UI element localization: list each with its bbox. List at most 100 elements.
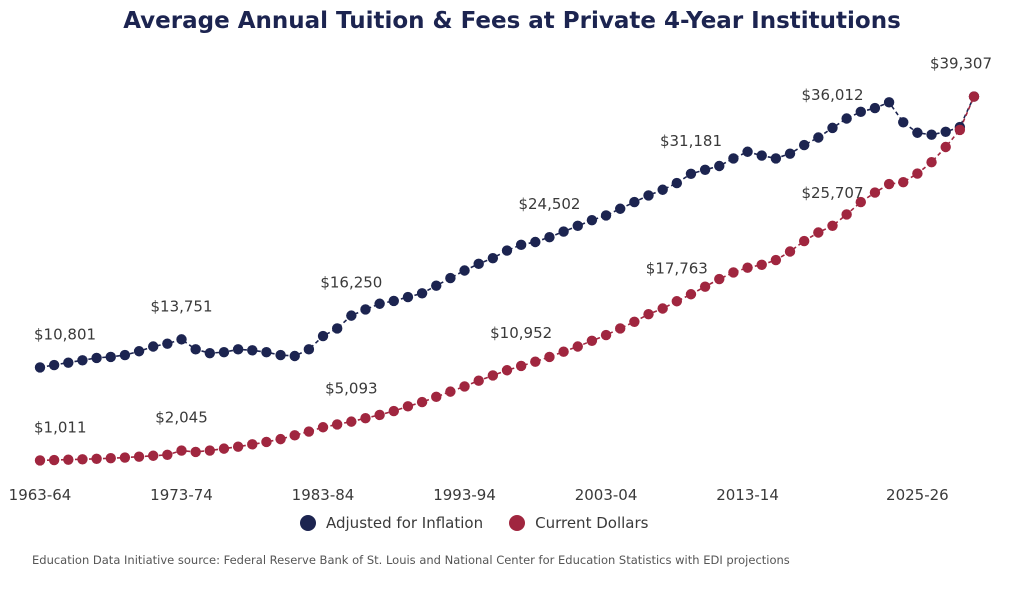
series-1-point-0 bbox=[34, 455, 46, 466]
data-label: $39,307 bbox=[930, 55, 992, 73]
series-1-point-13 bbox=[218, 443, 230, 454]
series-1-point-51 bbox=[756, 259, 767, 270]
legend-item-inflation: Adjusted for Inflation bbox=[300, 514, 483, 532]
data-label: $1,011 bbox=[34, 418, 87, 436]
series-1-point-33 bbox=[501, 365, 513, 376]
series-0-point-4 bbox=[91, 352, 102, 364]
series-1-point-55 bbox=[813, 227, 824, 238]
series-0-point-13 bbox=[218, 347, 230, 358]
series-0-point-15 bbox=[247, 345, 258, 356]
series-0-point-25 bbox=[388, 295, 399, 307]
series-0-point-53 bbox=[784, 148, 796, 159]
series-0-point-55 bbox=[813, 132, 824, 143]
series-0-point-61 bbox=[898, 117, 909, 128]
series-1-point-25 bbox=[388, 405, 399, 417]
x-tick-label: 2003-04 bbox=[575, 486, 638, 504]
series-0-point-56 bbox=[827, 122, 838, 134]
series-1-point-11 bbox=[190, 446, 201, 458]
series-1-point-46 bbox=[685, 289, 697, 300]
series-1-point-9 bbox=[162, 449, 173, 460]
series-0-point-52 bbox=[770, 153, 782, 164]
series-0-point-3 bbox=[77, 355, 88, 366]
series-0-point-2 bbox=[63, 357, 74, 368]
series-1-point-12 bbox=[204, 445, 216, 456]
series-1-point-10 bbox=[176, 445, 187, 456]
legend-marker-current bbox=[509, 515, 526, 531]
series-1-point-42 bbox=[629, 316, 640, 327]
series-0-point-42 bbox=[629, 196, 640, 208]
data-label: $2,045 bbox=[155, 409, 208, 427]
series-0-point-40 bbox=[600, 210, 612, 221]
series-0-point-49 bbox=[728, 153, 739, 164]
series-0-point-64 bbox=[940, 126, 951, 137]
series-1-point-18 bbox=[289, 430, 300, 441]
series-0-point-29 bbox=[445, 272, 456, 284]
source-note: Education Data Initiative source: Federa… bbox=[32, 553, 790, 567]
series-1-point-24 bbox=[374, 409, 385, 421]
series-0-point-12 bbox=[204, 347, 216, 359]
series-0-point-46 bbox=[685, 168, 697, 179]
x-tick-label: 1993-94 bbox=[433, 486, 496, 504]
series-1-point-36 bbox=[544, 351, 555, 363]
series-0-point-50 bbox=[742, 146, 753, 157]
series-1-point-64 bbox=[940, 141, 951, 153]
series-0-point-18 bbox=[289, 350, 300, 362]
series-0-point-41 bbox=[615, 203, 626, 214]
data-label: $10,952 bbox=[490, 324, 552, 342]
series-1-point-3 bbox=[77, 454, 88, 465]
series-1-point-26 bbox=[402, 401, 414, 412]
series-0-point-43 bbox=[643, 190, 654, 201]
series-1-point-17 bbox=[275, 433, 286, 445]
data-label: $13,751 bbox=[150, 297, 212, 315]
series-0-point-28 bbox=[431, 280, 442, 291]
series-0-point-14 bbox=[232, 344, 244, 355]
data-label: $17,763 bbox=[646, 259, 708, 277]
series-1-point-21 bbox=[331, 419, 343, 430]
x-tick-label: 2025-26 bbox=[886, 486, 949, 504]
legend-label-inflation: Adjusted for Inflation bbox=[326, 514, 484, 532]
series-1-point-41 bbox=[615, 323, 626, 334]
series-1-point-54 bbox=[798, 235, 810, 247]
series-0-point-45 bbox=[671, 177, 683, 189]
series-0-point-16 bbox=[261, 347, 272, 358]
series-0-point-63 bbox=[926, 129, 937, 140]
series-0-point-10 bbox=[176, 334, 187, 345]
series-1-point-34 bbox=[515, 360, 527, 372]
series-1-point-31 bbox=[473, 375, 484, 386]
series-0-point-27 bbox=[416, 288, 428, 299]
series-1-point-47 bbox=[699, 281, 711, 292]
legend-item-current: Current Dollars bbox=[509, 514, 648, 532]
series-0-point-22 bbox=[346, 310, 357, 321]
data-label: $36,012 bbox=[801, 86, 863, 104]
series-0-point-26 bbox=[402, 291, 414, 303]
series-0-point-44 bbox=[657, 184, 668, 195]
legend-label-current: Current Dollars bbox=[535, 514, 649, 532]
series-1-point-59 bbox=[869, 187, 881, 198]
chart-legend: Adjusted for Inflation Current Dollars bbox=[300, 514, 648, 532]
series-1-point-57 bbox=[841, 209, 852, 220]
series-1-point-8 bbox=[148, 450, 159, 461]
series-0-point-34 bbox=[515, 239, 527, 251]
series-1-point-52 bbox=[770, 254, 782, 266]
series-0-point-30 bbox=[459, 265, 470, 276]
series-1-point-2 bbox=[63, 454, 74, 465]
series-1-point-40 bbox=[600, 329, 612, 341]
x-tick-label: 1963-64 bbox=[9, 486, 72, 504]
series-0-point-5 bbox=[105, 351, 116, 363]
series-1-point-45 bbox=[671, 296, 683, 307]
series-1-point-29 bbox=[445, 386, 456, 397]
series-0-point-7 bbox=[133, 346, 145, 357]
series-1-point-53 bbox=[784, 246, 796, 257]
series-1-point-22 bbox=[346, 416, 357, 427]
series-1-point-35 bbox=[530, 356, 541, 367]
x-tick-label: 1983-84 bbox=[292, 486, 355, 504]
series-1-point-20 bbox=[317, 422, 329, 433]
series-0-point-0 bbox=[34, 362, 46, 373]
series-0-point-48 bbox=[714, 160, 725, 172]
series-0-point-23 bbox=[360, 304, 371, 315]
series-0-point-39 bbox=[586, 214, 598, 226]
series-0-point-33 bbox=[501, 245, 513, 256]
series-1-point-56 bbox=[827, 220, 838, 231]
series-1-point-19 bbox=[303, 426, 315, 437]
series-1-point-16 bbox=[261, 436, 272, 448]
